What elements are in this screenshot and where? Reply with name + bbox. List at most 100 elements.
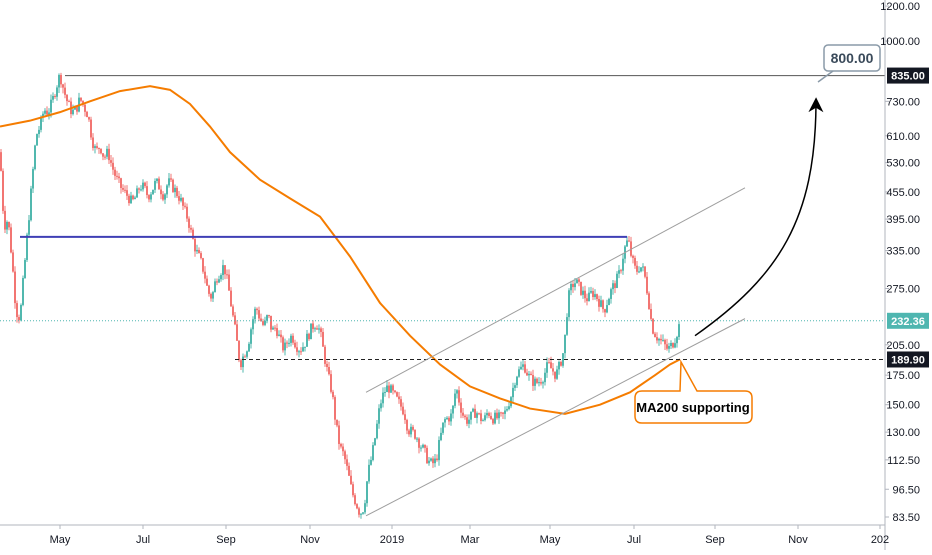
candle-body xyxy=(396,392,398,397)
candle-body xyxy=(578,279,580,282)
candle-body xyxy=(342,446,344,452)
candle-body xyxy=(602,300,604,310)
candle-body xyxy=(154,180,156,190)
candle-body xyxy=(414,429,416,439)
candle-body xyxy=(638,271,640,273)
candle-body xyxy=(44,110,46,114)
candle-body xyxy=(402,406,404,415)
candle-body xyxy=(314,328,316,330)
candle-body xyxy=(114,169,116,176)
candle-body xyxy=(216,281,218,283)
x-tick-label: May xyxy=(540,534,561,546)
candle-body xyxy=(500,412,502,414)
candle-body xyxy=(162,194,164,200)
candle-body xyxy=(292,335,294,343)
candle-body xyxy=(616,273,618,288)
candle-body xyxy=(268,315,270,317)
candle-body xyxy=(54,96,56,98)
candle-body xyxy=(234,315,236,325)
candle-body xyxy=(626,240,628,247)
candle-body xyxy=(372,445,374,460)
candle-body xyxy=(628,240,630,242)
candle-body xyxy=(364,503,366,513)
candle-body xyxy=(496,412,498,419)
candle-body xyxy=(322,331,324,347)
candle-body xyxy=(124,189,126,191)
candle-body xyxy=(608,298,610,306)
candle-body xyxy=(448,417,450,422)
candle-body xyxy=(442,422,444,433)
candle-body xyxy=(158,178,160,190)
candle-body xyxy=(338,425,340,444)
candle-body xyxy=(660,338,662,341)
candle-body xyxy=(344,451,346,460)
candle-body xyxy=(574,283,576,288)
candle-body xyxy=(264,320,266,325)
x-tick-label: Sep xyxy=(216,534,236,546)
candle-body xyxy=(466,417,468,424)
candle-body xyxy=(654,333,656,338)
candle-body xyxy=(560,361,562,366)
candle-body xyxy=(592,291,594,298)
candle-body xyxy=(486,413,488,416)
candle-body xyxy=(394,390,396,393)
candle-body xyxy=(42,113,44,118)
candle-body xyxy=(22,278,24,305)
candle-body xyxy=(522,364,524,367)
candle-body xyxy=(302,347,304,352)
candle-body xyxy=(470,411,472,420)
candle-body xyxy=(260,318,262,322)
candle-body xyxy=(588,292,590,302)
candle-body xyxy=(468,419,470,424)
candle-body xyxy=(256,308,258,311)
candle-body xyxy=(370,459,372,465)
candle-body xyxy=(246,351,248,357)
overlays-layer xyxy=(0,75,885,517)
candle-body xyxy=(432,458,434,464)
candle-body xyxy=(420,447,422,449)
candle-body xyxy=(196,249,198,252)
candle-body xyxy=(14,271,16,304)
candle-body xyxy=(262,321,264,325)
candle-body xyxy=(590,291,592,293)
candle-body xyxy=(254,308,256,320)
candle-body xyxy=(204,271,206,279)
candle-body xyxy=(38,129,40,135)
candle-body xyxy=(568,290,570,318)
candle-body xyxy=(32,169,34,189)
candle-body xyxy=(278,334,280,336)
candle-body xyxy=(294,342,296,348)
candle-body xyxy=(532,375,534,386)
candle-body xyxy=(2,170,4,211)
candle-body xyxy=(240,360,242,368)
candle-body xyxy=(428,460,430,464)
candle-body xyxy=(494,412,496,424)
price-badges: 835.00 232.36 189.90 xyxy=(887,67,929,368)
price-badge xyxy=(887,351,929,368)
candle-body xyxy=(40,117,42,130)
candle-body xyxy=(400,399,402,407)
candle-body xyxy=(546,362,548,373)
candle-body xyxy=(304,346,306,348)
candle-body xyxy=(650,309,652,319)
candle-body xyxy=(408,430,410,435)
candle-body xyxy=(518,369,520,377)
candle-body xyxy=(122,187,124,190)
candle-body xyxy=(244,356,246,358)
candle-body xyxy=(332,391,334,398)
candle-body xyxy=(478,413,480,415)
candle-body xyxy=(436,458,438,461)
candle-body xyxy=(670,342,672,347)
candle-body xyxy=(232,306,234,316)
candle-body xyxy=(586,298,588,302)
candle-body xyxy=(276,328,278,336)
candle-body xyxy=(80,97,82,101)
candle-body xyxy=(456,390,458,394)
candle-body xyxy=(438,440,440,461)
candle-body xyxy=(548,362,550,364)
candle-body xyxy=(180,197,182,201)
target-label: 800.00 xyxy=(831,50,874,66)
candle-body xyxy=(328,367,330,375)
candle-body xyxy=(398,396,400,400)
